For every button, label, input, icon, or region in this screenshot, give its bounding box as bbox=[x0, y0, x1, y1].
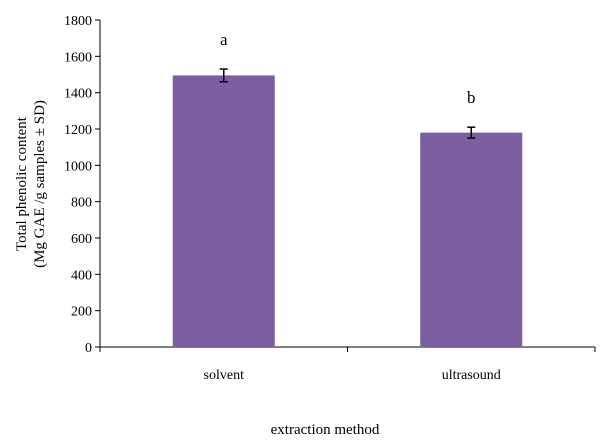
y-axis-title: Total phenolic content (Mg GAE /g sample… bbox=[14, 100, 48, 268]
significance-label: a bbox=[220, 30, 228, 49]
y-tick-label: 1600 bbox=[64, 50, 92, 65]
y-axis-title-line2: (Mg GAE /g samples ± SD) bbox=[32, 100, 48, 268]
bar bbox=[172, 75, 275, 348]
y-tick-label: 1400 bbox=[64, 87, 92, 102]
y-tick-label: 600 bbox=[71, 232, 92, 247]
y-tick-label: 800 bbox=[71, 196, 92, 211]
x-category-label: solvent bbox=[204, 368, 245, 383]
y-tick-label: 1800 bbox=[64, 14, 92, 29]
plot-area: 0 200 400 600 800 1000 1200 1400 1600 1800 a solven… bbox=[64, 14, 596, 383]
bar bbox=[420, 132, 523, 347]
significance-label: b bbox=[467, 88, 476, 107]
y-tick-label: 1000 bbox=[64, 159, 92, 174]
y-tick-label: 0 bbox=[85, 341, 92, 356]
x-category-label: ultrasound bbox=[442, 368, 501, 383]
y-tick-label: 200 bbox=[71, 305, 92, 320]
y-axis-title-line1: Total phenolic content bbox=[14, 116, 30, 251]
y-tick-label: 1200 bbox=[64, 123, 92, 138]
y-tick-label: 400 bbox=[71, 268, 92, 283]
x-axis-title: extraction method bbox=[271, 422, 380, 438]
